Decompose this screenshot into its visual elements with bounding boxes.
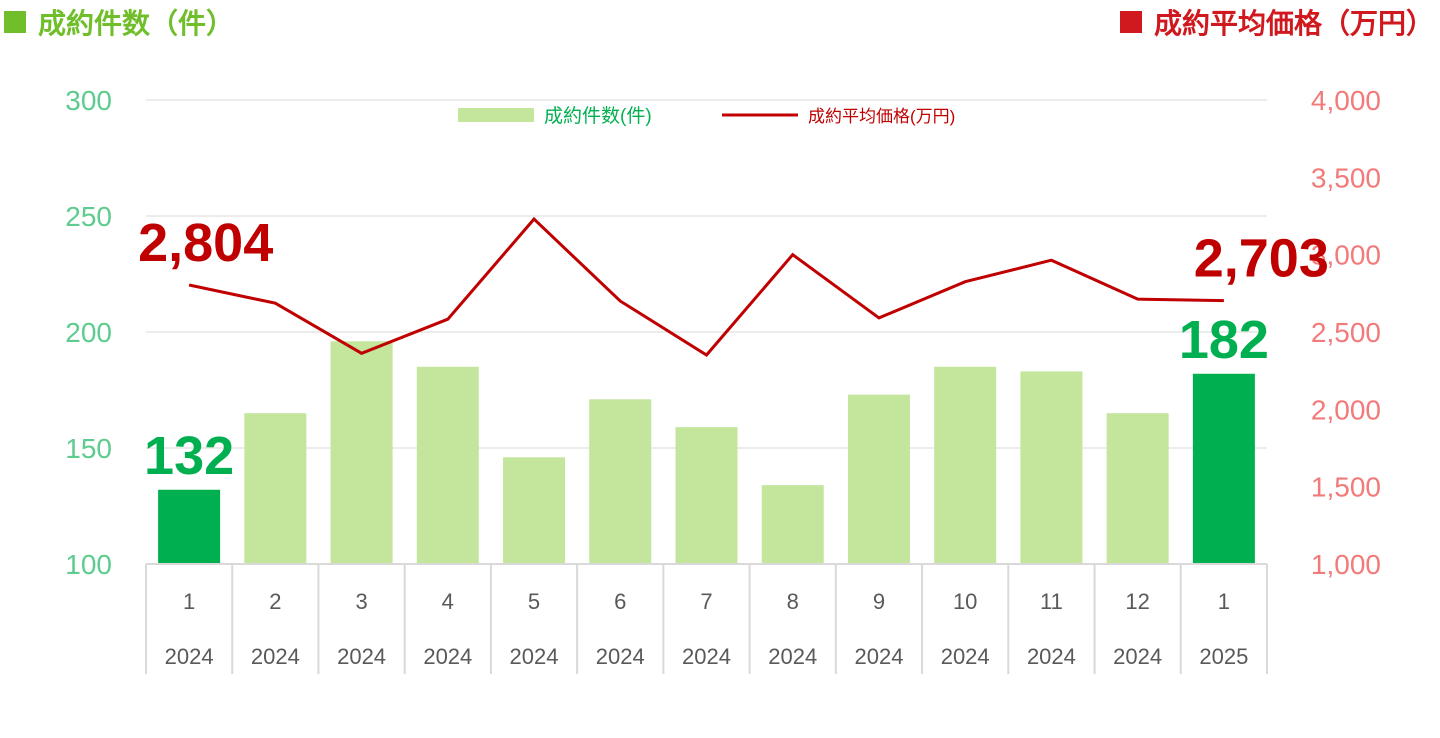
x-tick-month: 5 (528, 589, 540, 614)
line-value-label: 2,804 (138, 213, 273, 273)
y-tick-left: 100 (65, 549, 112, 580)
y-tick-right: 2,500 (1311, 317, 1381, 348)
x-tick-month: 7 (700, 589, 712, 614)
x-tick-year: 2025 (1199, 644, 1248, 669)
price-header-label: 成約平均価格（万円） (1153, 7, 1434, 40)
x-tick-month: 12 (1125, 589, 1149, 614)
x-tick-month: 8 (787, 589, 799, 614)
bar (330, 341, 393, 564)
bar-value-label: 132 (144, 426, 234, 486)
x-tick-year: 2024 (941, 644, 990, 669)
count-header-label: 成約件数（件） (38, 7, 235, 40)
x-tick-month: 9 (873, 589, 885, 614)
y-tick-right: 4,000 (1311, 85, 1381, 116)
y-tick-left: 250 (65, 201, 112, 232)
legend-line-label: 成約平均価格(万円) (808, 107, 955, 126)
bar (416, 366, 479, 564)
x-tick-month: 2 (269, 589, 281, 614)
legend-bar-swatch (458, 108, 534, 122)
bar (1106, 413, 1169, 564)
x-tick-year: 2024 (1027, 644, 1076, 669)
bar (934, 366, 997, 564)
bar (503, 457, 566, 564)
x-tick-year: 2024 (423, 644, 472, 669)
axes (145, 563, 1268, 674)
bar (589, 399, 652, 564)
bar (675, 427, 738, 564)
price-line (188, 216, 1224, 357)
y-tick-left: 300 (65, 85, 112, 116)
x-tick-year: 2024 (510, 644, 559, 669)
bar (847, 394, 910, 564)
y-tick-right: 2,000 (1311, 394, 1381, 425)
x-tick-month: 4 (442, 589, 454, 614)
red-square-icon (1119, 11, 1142, 33)
bar (244, 413, 307, 564)
y-tick-left: 200 (65, 317, 112, 348)
y-tick-left: 150 (65, 433, 112, 464)
x-tick-year: 2024 (682, 644, 731, 669)
x-tick-year: 2024 (854, 644, 903, 669)
bar-value-label: 182 (1179, 310, 1269, 370)
legend-bar-label: 成約件数(件) (544, 105, 652, 127)
legend: 成約件数(件) 成約平均価格(万円) (458, 105, 955, 127)
x-tick-month: 1 (1218, 589, 1230, 614)
tick-labels: 1 2024 2 2024 3 2024 4 2024 5 2024 6 2024 7 2024 8 2024… (65, 85, 1381, 669)
line-series (188, 216, 1224, 357)
x-tick-month: 11 (1040, 589, 1063, 614)
y-tick-right: 3,500 (1311, 162, 1381, 193)
x-tick-year: 2024 (768, 644, 817, 669)
bar-series (158, 341, 1255, 564)
x-tick-year: 2024 (1113, 644, 1162, 669)
bar (1020, 371, 1083, 564)
x-tick-year: 2024 (337, 644, 386, 669)
x-tick-year: 2024 (251, 644, 300, 669)
x-tick-month: 1 (183, 589, 195, 614)
chart-header-price: 成約平均価格（万円） (1119, 2, 1434, 42)
y-tick-right: 1,000 (1311, 549, 1381, 580)
bar (1192, 373, 1255, 564)
x-tick-month: 10 (953, 589, 977, 614)
chart-header-count: 成約件数（件） (4, 2, 234, 42)
bar (158, 489, 221, 564)
x-tick-year: 2024 (596, 644, 645, 669)
x-tick-year: 2024 (165, 644, 214, 669)
data-annotations: 132 182 2,804 2,703 (138, 213, 1329, 486)
x-tick-month: 6 (614, 589, 626, 614)
line-value-label: 2,703 (1194, 229, 1329, 289)
y-tick-right: 1,500 (1311, 472, 1381, 503)
y-tick-right: 3,000 (1311, 240, 1381, 271)
green-square-icon (4, 11, 26, 33)
x-tick-month: 3 (355, 589, 367, 614)
bar (761, 485, 824, 564)
